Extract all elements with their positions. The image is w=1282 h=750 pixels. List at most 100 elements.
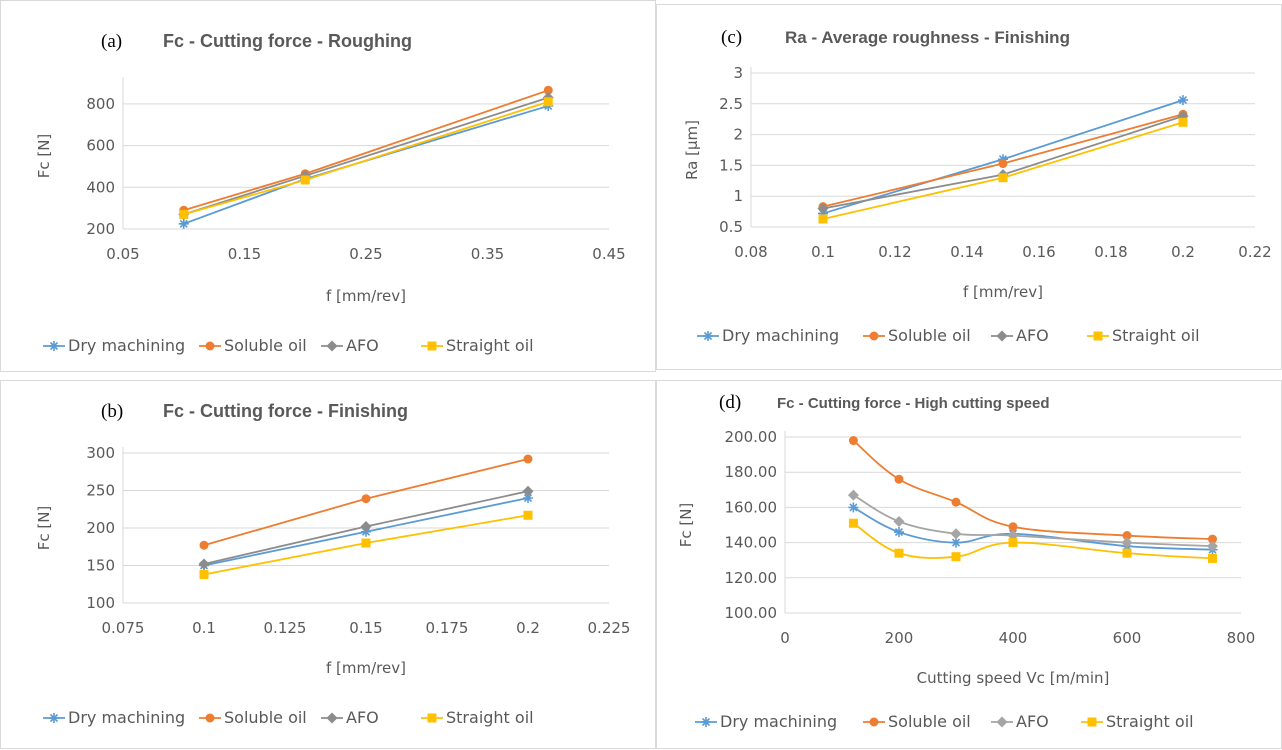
- x-tick-label: 0.08: [734, 243, 767, 261]
- x-tick-label: 0.2: [1171, 243, 1195, 261]
- data-point: [361, 494, 371, 504]
- legend-marker: [205, 713, 215, 723]
- data-point: [1008, 538, 1018, 548]
- y-axis-label: Fc [N]: [677, 503, 695, 548]
- series-line: [852, 494, 1213, 548]
- data-point: [818, 214, 828, 224]
- data-point: [847, 489, 859, 501]
- data-point: [1208, 534, 1217, 544]
- y-tick-label: 1: [733, 187, 743, 205]
- data-point: [300, 175, 310, 185]
- y-tick-label: 150: [86, 557, 115, 575]
- series-straight-oil: [818, 117, 1188, 224]
- y-tick-label: 400: [86, 178, 115, 196]
- legend-marker: [996, 716, 1008, 728]
- data-point: [199, 540, 209, 550]
- legend-item: Dry machining: [697, 326, 839, 345]
- data-point: [1178, 117, 1188, 127]
- legend-item: Soluble oil: [863, 326, 971, 345]
- chart-panel-b: (b) Fc - Cutting force - Finishing 100 150 2…: [0, 380, 656, 749]
- legend-item: Dry machining: [43, 708, 185, 727]
- legend-label: Straight oil: [1112, 326, 1200, 345]
- x-tick-label: 200: [885, 629, 914, 647]
- series-dry-machining: [818, 95, 1188, 219]
- legend-label: Straight oil: [446, 708, 534, 727]
- chart-title: Ra - Average roughness - Finishing: [785, 28, 1070, 47]
- data-point: [1122, 548, 1132, 558]
- legend-label: Soluble oil: [888, 712, 971, 731]
- legend-label: Dry machining: [68, 708, 185, 727]
- data-point: [848, 436, 858, 446]
- data-point: [543, 85, 553, 95]
- legend-marker: [49, 713, 59, 723]
- legend-marker: [427, 341, 437, 351]
- legend: Dry machining Soluble oil AFO Straight oil: [43, 336, 534, 355]
- y-tick-label: 200: [86, 519, 115, 537]
- legend-label: Soluble oil: [224, 336, 307, 355]
- legend-marker: [996, 330, 1008, 342]
- data-point: [951, 537, 961, 548]
- legend-item: Soluble oil: [199, 336, 307, 355]
- data-point: [523, 454, 533, 464]
- data-point: [893, 515, 905, 527]
- legend-marker: [326, 340, 338, 352]
- legend-label: AFO: [1016, 326, 1049, 345]
- x-tick-label: 0.12: [878, 243, 911, 261]
- chart-panel-d: (d) Fc - Cutting force - High cutting spe…: [656, 380, 1282, 749]
- data-point: [1178, 95, 1188, 106]
- x-tick-label: 0.1: [811, 243, 835, 261]
- gridlines: [751, 72, 1255, 228]
- x-axis-label: f [mm/rev]: [326, 659, 406, 677]
- legend-item: AFO: [321, 708, 379, 727]
- y-tick-label: 180.00: [725, 463, 778, 481]
- data-point: [199, 570, 209, 579]
- x-tick-label: 0.25: [349, 245, 382, 263]
- data-point: [998, 173, 1008, 183]
- x-axis-label: f [mm/rev]: [963, 283, 1043, 301]
- legend-label: Straight oil: [446, 336, 534, 355]
- panel-letter: (c): [721, 27, 742, 48]
- data-point: [543, 97, 553, 107]
- series-line: [183, 105, 549, 225]
- legend: Dry machining Soluble oil AFO Straight oil: [695, 712, 1194, 731]
- data-point: [951, 497, 961, 507]
- y-tick-label: 200: [86, 220, 115, 238]
- y-tick-label: 100.00: [725, 604, 778, 622]
- y-tick-label: 0.5: [719, 218, 743, 236]
- x-tick-label: 0.1: [192, 619, 216, 637]
- series-afo: [198, 485, 534, 570]
- legend-item: Dry machining: [43, 336, 185, 355]
- x-tick-label: 0.15: [228, 245, 261, 263]
- legend-marker: [49, 341, 59, 351]
- legend-label: Dry machining: [68, 336, 185, 355]
- legend-item: Straight oil: [1081, 712, 1194, 731]
- y-tick-label: 120.00: [725, 569, 778, 587]
- x-tick-label: 0.45: [592, 245, 625, 263]
- data-point: [894, 548, 904, 558]
- legend: Dry machining Soluble oil AFO Straight oil: [43, 708, 534, 727]
- data-point: [1008, 522, 1018, 532]
- data-point: [198, 558, 210, 570]
- legend-marker: [1087, 717, 1097, 727]
- y-tick-label: 300: [86, 444, 115, 462]
- chart-svg-a: (a) Fc - Cutting force - Roughing 200 400 60…: [35, 31, 626, 355]
- series-soluble-oil: [848, 436, 1217, 544]
- legend-label: Soluble oil: [224, 708, 307, 727]
- x-tick-label: 0.225: [588, 619, 631, 637]
- x-tick-label: 0.18: [1094, 243, 1127, 261]
- data-point: [523, 510, 533, 520]
- chart-svg-c: (c) Ra - Average roughness - Finishing 0.5…: [683, 27, 1272, 345]
- data-point: [848, 502, 859, 513]
- data-point: [1208, 553, 1217, 563]
- y-axis-label: Fc [N]: [35, 506, 53, 551]
- y-tick-label: 2: [733, 126, 743, 144]
- series-dry-machining: [178, 100, 554, 229]
- y-tick-label: 800: [86, 95, 115, 113]
- series-line: [852, 522, 1213, 560]
- data-point: [1121, 537, 1133, 549]
- y-axis-label: Fc [N]: [35, 134, 53, 179]
- x-tick-label: 800: [1227, 629, 1256, 647]
- y-tick-label: 2.5: [719, 95, 743, 113]
- series-line: [183, 96, 549, 216]
- x-tick-label: 0.35: [471, 245, 504, 263]
